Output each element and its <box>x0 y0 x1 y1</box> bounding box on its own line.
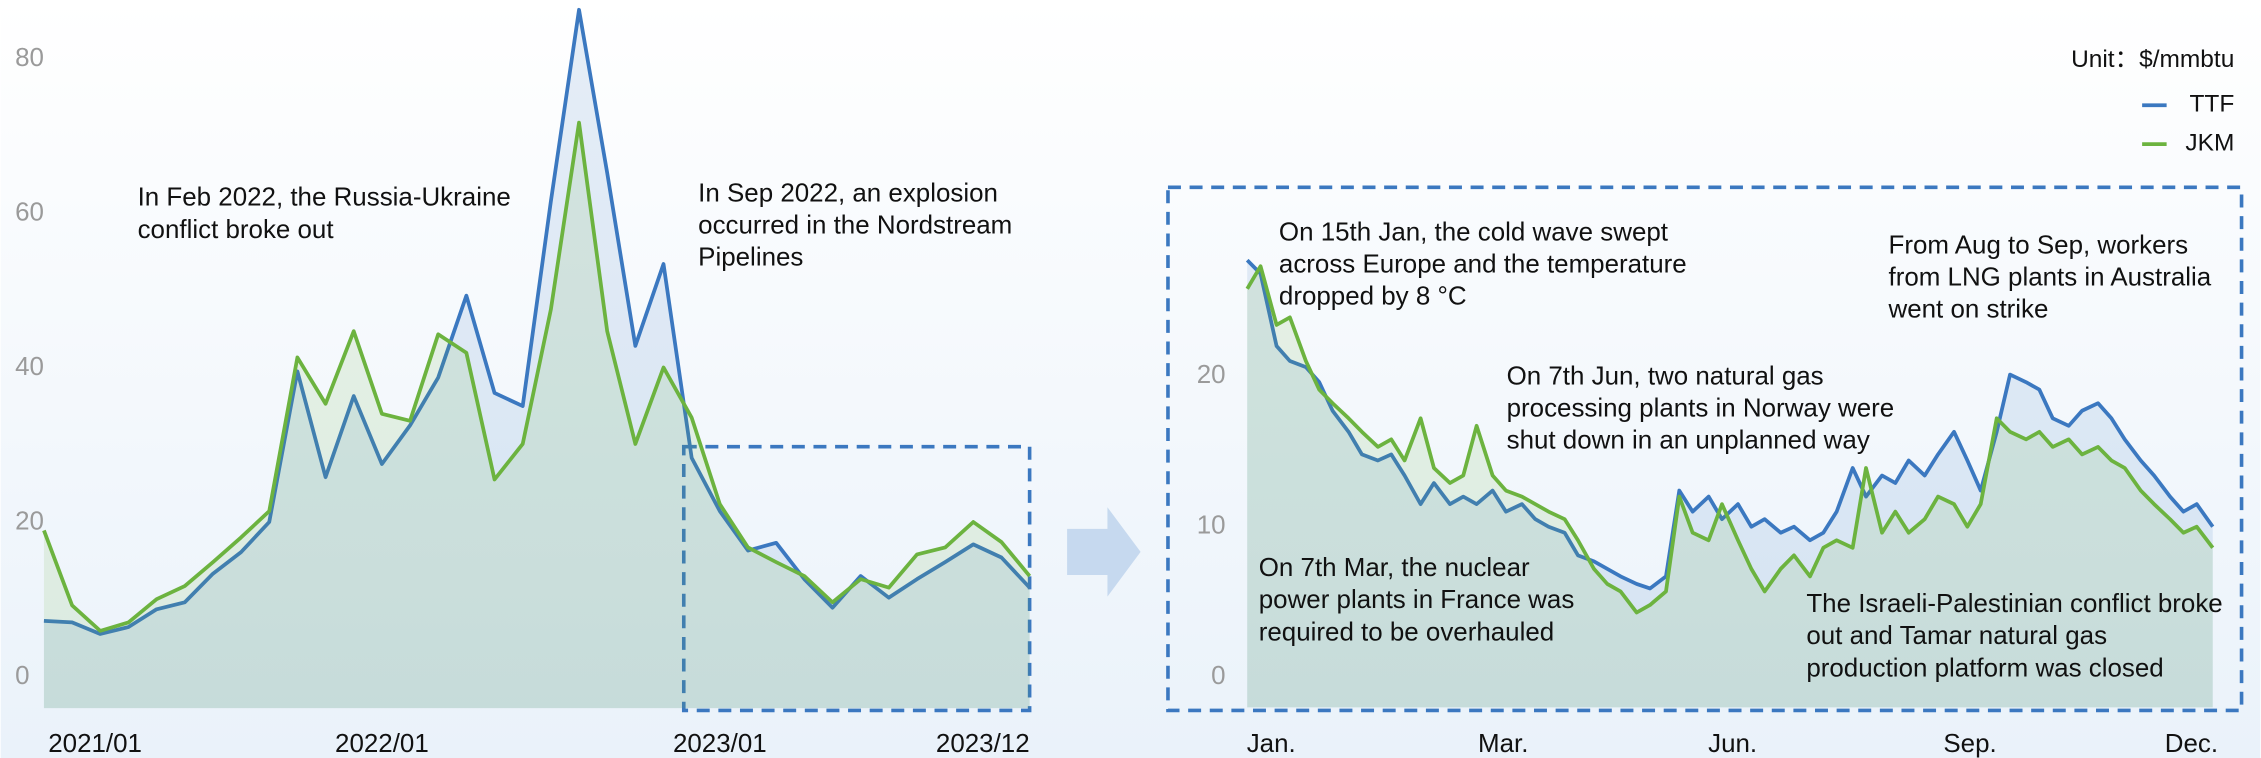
x-tick-label: 2022/01 <box>335 730 429 758</box>
y-tick-label: 80 <box>15 44 44 72</box>
annotation: shut down in an unplanned way <box>1507 427 1870 455</box>
annotation: In Feb 2022, the Russia-Ukraine <box>138 184 511 212</box>
annotation: processing plants in Norway were <box>1507 395 1895 423</box>
x-tick-label: Sep. <box>1943 730 1996 758</box>
y-tick-label: 20 <box>1197 361 1226 389</box>
annotation: from LNG plants in Australia <box>1889 263 2212 291</box>
annotation: dropped by 8 °C <box>1279 283 1467 311</box>
x-tick-label: Dec. <box>2165 730 2218 758</box>
annotation: required to be overhauled <box>1259 618 1554 646</box>
annotation: across Europe and the temperature <box>1279 250 1687 278</box>
y-tick-label: 0 <box>1211 662 1225 690</box>
x-tick-label: Mar. <box>1478 730 1528 758</box>
annotation: On 7th Jun, two natural gas <box>1507 362 1824 390</box>
annotation: out and Tamar natural gas <box>1806 622 2107 650</box>
area-fill <box>43 9 1030 709</box>
arrow <box>1067 507 1141 597</box>
area-fill <box>1247 260 2213 708</box>
area-fill <box>1247 266 2213 708</box>
y-tick-label: 10 <box>1197 512 1226 540</box>
annotation: On 7th Mar, the nuclear <box>1259 554 1530 582</box>
zoom-box <box>681 444 1032 713</box>
y-tick-label: 0 <box>15 662 29 690</box>
legend-label: JKM <box>2185 130 2234 157</box>
unit-label: Unit：$/mmbtu <box>2071 46 2234 73</box>
series-line <box>1245 264 2215 615</box>
annotation: power plants in France was <box>1259 586 1575 614</box>
y-tick-label: 60 <box>15 199 44 227</box>
area-fill <box>43 122 1030 709</box>
annotation: In Sep 2022, an explosion <box>698 179 998 207</box>
legend-label: TTF <box>2189 91 2234 118</box>
x-tick-label: 2021/01 <box>48 730 142 758</box>
annotation: went on strike <box>1888 296 2049 324</box>
y-tick-label: 40 <box>15 353 44 381</box>
annotation: Pipelines <box>698 244 803 272</box>
annotation: The Israeli-Palestinian conflict broke <box>1806 590 2222 618</box>
series-line <box>42 120 1032 633</box>
x-tick-label: Jan. <box>1247 730 1296 758</box>
series-line <box>1245 258 2215 591</box>
x-tick-label: 2023/12 <box>936 730 1030 758</box>
x-tick-label: Jun. <box>1708 730 1757 758</box>
annotation: On 15th Jan, the cold wave swept <box>1279 218 1669 246</box>
annotation: occurred in the Nordstream <box>698 212 1012 240</box>
annotation: production platform was closed <box>1806 654 2163 682</box>
annotation: From Aug to Sep, workers <box>1889 231 2189 259</box>
annotation: conflict broke out <box>138 216 335 244</box>
x-tick-label: 2023/01 <box>673 730 767 758</box>
y-tick-label: 20 <box>15 508 44 536</box>
